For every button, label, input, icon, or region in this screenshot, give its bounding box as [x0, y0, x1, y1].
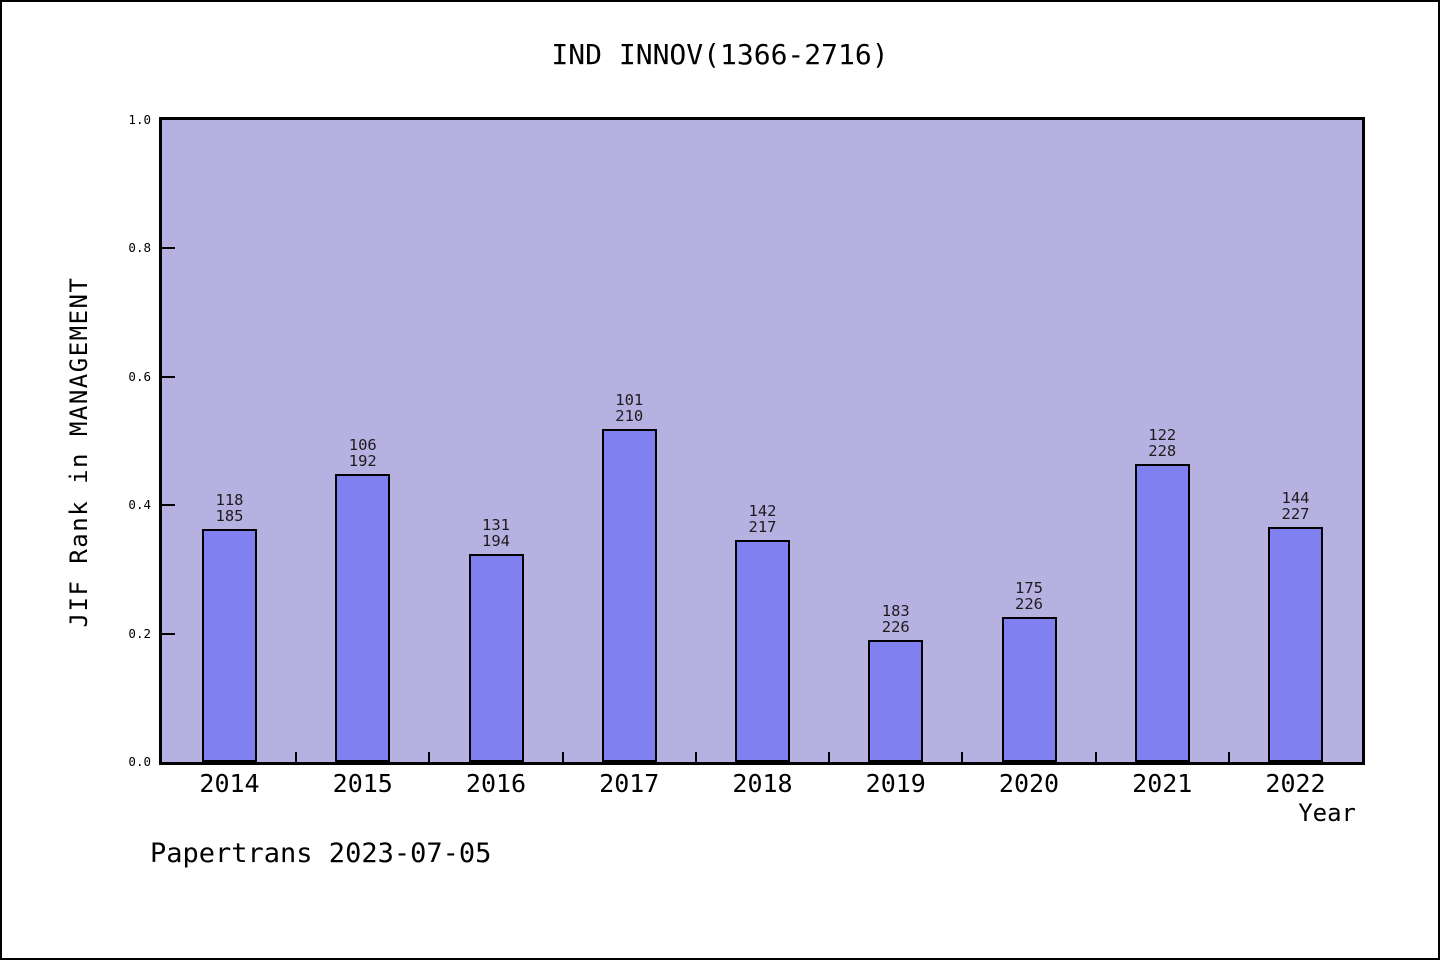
bar-total: 210	[615, 407, 644, 425]
chart-title: IND INNOV(1366-2716)	[551, 38, 889, 71]
bar-value-label-2014: 118 185	[216, 492, 244, 524]
bar-2016	[468, 554, 524, 762]
x-tick-label-2014: 2014	[199, 769, 260, 798]
bar-rank: 101	[615, 391, 644, 409]
x-tick-label-2021: 2021	[1132, 769, 1193, 798]
x-minor-tick	[561, 752, 564, 762]
x-minor-tick	[828, 752, 831, 762]
bar-total: 217	[748, 518, 777, 536]
bar-2014	[202, 529, 257, 762]
bar-total: 194	[482, 532, 510, 550]
bar-value-label-2016: 131 194	[482, 517, 510, 549]
y-axis-label: JIF Rank in MANAGEMENT	[65, 276, 93, 628]
y-tick-mark	[162, 375, 175, 378]
x-tick-label-2019: 2019	[865, 769, 926, 798]
x-tick-label-2018: 2018	[732, 769, 793, 798]
bar-rank: 106	[348, 436, 377, 454]
y-tick-mark	[162, 504, 175, 507]
x-minor-tick	[1094, 752, 1097, 762]
bar-total: 226	[1015, 595, 1043, 613]
y-tick-label: 0.8	[128, 240, 151, 256]
y-tick-label: 0.2	[128, 625, 151, 641]
bar-total: 192	[348, 452, 377, 470]
x-minor-tick	[295, 752, 298, 762]
x-tick-label-2016: 2016	[465, 769, 527, 798]
bar-value-label-2020: 175 226	[1015, 580, 1043, 612]
bar-rank: 122	[1148, 426, 1177, 444]
x-tick-label-2017: 2017	[599, 769, 660, 798]
bar-total: 226	[881, 618, 910, 636]
bar-rank: 142	[748, 502, 777, 520]
bar-value-label-2021: 122 228	[1148, 427, 1176, 459]
y-tick-label: 0.6	[128, 368, 151, 384]
y-tick-label: 0.0	[128, 754, 151, 769]
bar-2021	[1134, 464, 1190, 762]
bar-value-label-2017: 101 210	[615, 392, 643, 424]
bar-value-label-2018: 142 217	[749, 503, 777, 535]
bar-2020	[1001, 617, 1057, 762]
bar-rank: 144	[1281, 489, 1310, 507]
bar-2018	[735, 540, 790, 762]
bar-value-label-2022: 144 227	[1282, 490, 1310, 522]
y-tick-mark	[162, 632, 175, 635]
x-tick-label-2015: 2015	[332, 769, 393, 798]
bar-2017	[601, 429, 657, 762]
bar-total: 185	[215, 507, 244, 525]
y-tick-mark	[162, 247, 175, 250]
x-axis-label: Year	[1298, 799, 1356, 827]
bar-total: 227	[1281, 505, 1310, 523]
y-tick-label: 1.0	[128, 112, 151, 127]
y-tick-label: 0.4	[128, 497, 151, 513]
bar-rank: 175	[1015, 579, 1043, 597]
bar-2022	[1268, 527, 1323, 762]
x-minor-tick	[961, 752, 964, 762]
footer-text: Papertrans 2023-07-05	[150, 838, 492, 869]
x-tick-label-2022: 2022	[1265, 769, 1326, 798]
bar-2015	[335, 474, 391, 762]
bar-rank: 183	[881, 602, 910, 620]
bar-total: 228	[1148, 442, 1177, 460]
x-minor-tick	[1227, 752, 1230, 762]
x-tick-label-2020: 2020	[998, 769, 1060, 798]
x-minor-tick	[694, 752, 697, 762]
bar-2019	[868, 640, 924, 762]
bar-value-label-2019: 183 226	[882, 603, 910, 635]
plot-area: 118 185 2014 106 192 2015 131 194 2016 101 210 2017…	[128, 112, 1365, 798]
bar-rank: 131	[482, 516, 510, 534]
bar-rank: 118	[215, 491, 244, 509]
bar-value-label-2015: 106 192	[349, 437, 377, 469]
x-minor-tick	[428, 752, 431, 762]
